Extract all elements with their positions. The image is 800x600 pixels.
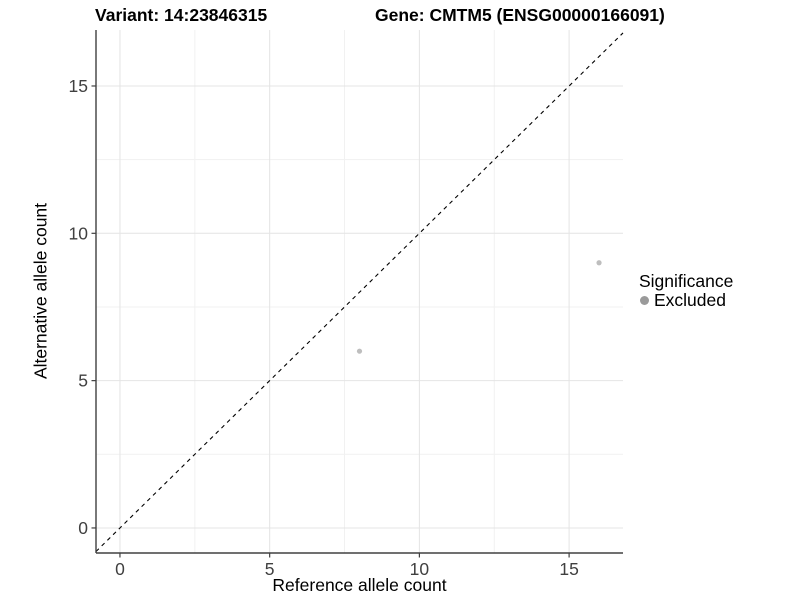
legend-item-label: Excluded xyxy=(654,290,726,310)
x-axis-title: Reference allele count xyxy=(272,575,447,595)
y-axis-title: Alternative allele count xyxy=(30,202,51,380)
legend: Significance Excluded xyxy=(637,272,733,310)
plot-title-variant: Variant: 14:23846315 xyxy=(95,5,268,25)
identity-line xyxy=(95,32,624,552)
legend-title: Significance xyxy=(639,271,734,291)
y-tick-label: 10 xyxy=(69,223,89,243)
legend-key-dot-icon xyxy=(640,296,649,305)
x-tick-label: 10 xyxy=(410,559,430,579)
y-tick-label: 0 xyxy=(78,518,88,538)
y-tick-label: 5 xyxy=(78,371,88,391)
x-tick-label: 0 xyxy=(115,559,125,579)
y-tick-label: 15 xyxy=(69,76,88,96)
data-point xyxy=(356,348,363,354)
data-point xyxy=(596,260,602,266)
x-tick-label: 15 xyxy=(559,559,578,579)
legend-item: Excluded xyxy=(640,291,733,310)
x-tick-label: 5 xyxy=(265,559,275,579)
plot-title-gene: Gene: CMTM5 (ENSG00000166091) xyxy=(375,5,665,25)
